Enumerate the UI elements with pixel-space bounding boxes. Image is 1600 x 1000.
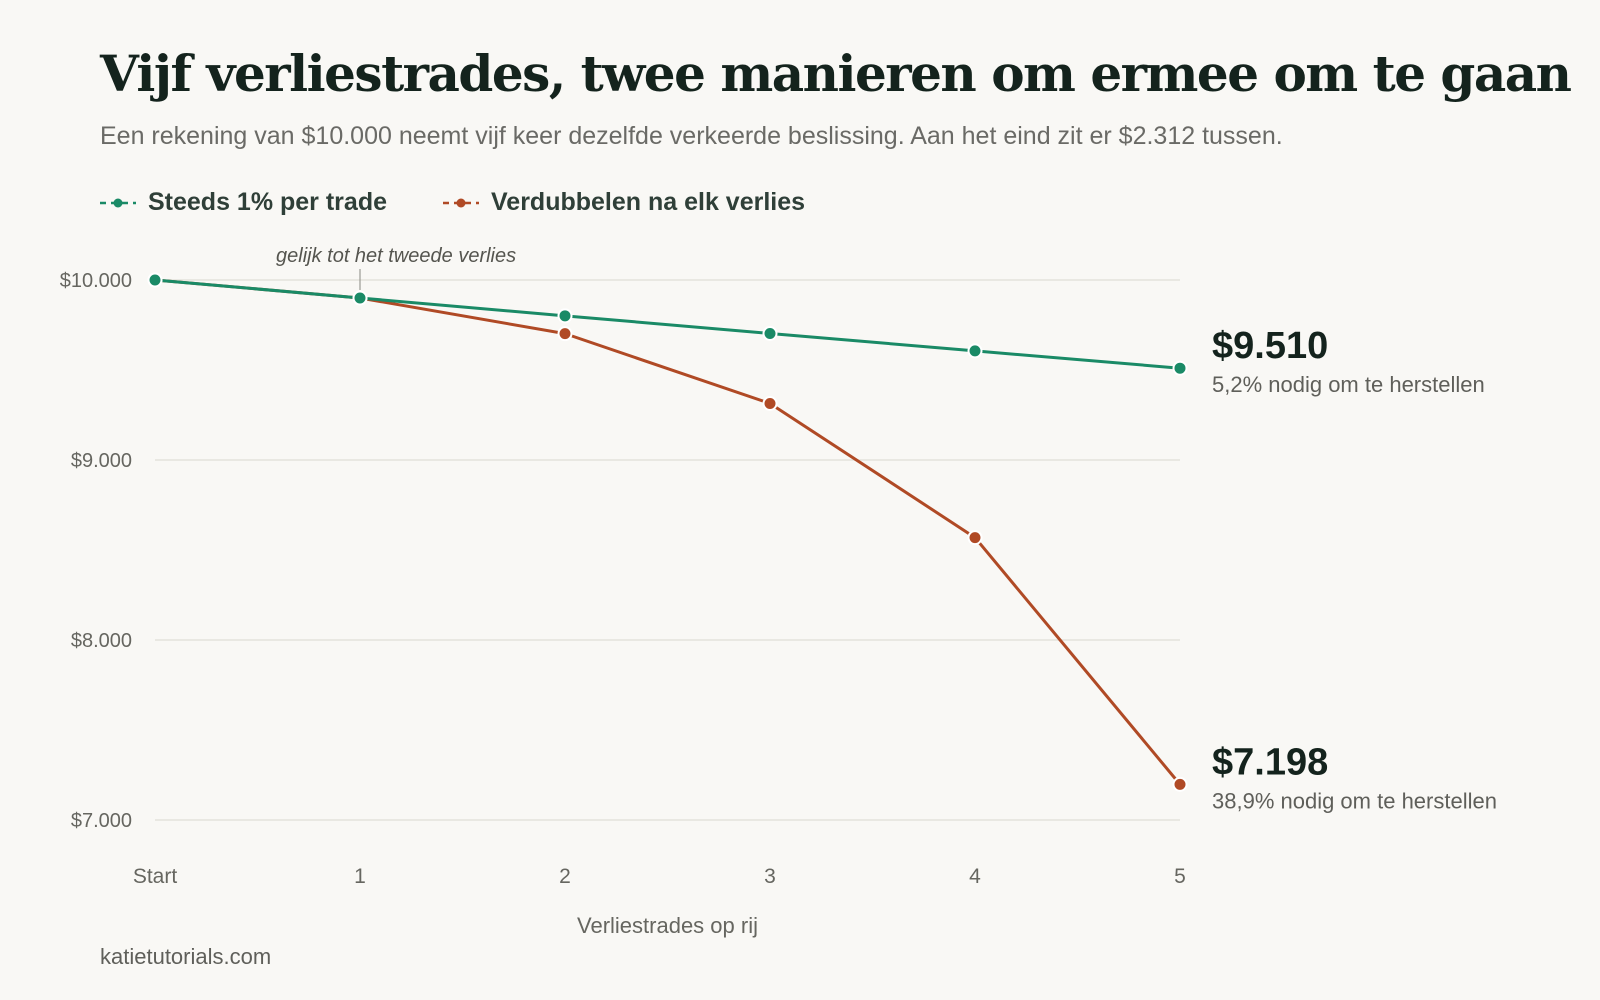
x-tick-label-1: 1 [354,865,366,888]
y-tick-label-2: $8.000 [71,630,132,652]
y-tick-label-1: $9.000 [71,450,132,472]
annotation-text: gelijk tot het tweede verlies [276,245,516,267]
data-point-steady-2 [557,308,573,324]
legend: Steeds 1% per trade Verdubbelen na elk v… [100,188,805,217]
data-point-steady-4 [967,343,983,359]
end-value-label-doubling: $7.198 [1212,741,1328,783]
chart-subtitle: Een rekening van $10.000 neemt vijf keer… [100,122,1283,150]
data-point-doubling-5 [1172,776,1188,792]
series-line-steady [153,278,1182,370]
source-credit: katietutorials.com [100,944,272,969]
data-point-doubling-3 [762,395,778,411]
legend-item-doubling: Verdubbelen na elk verlies [443,188,805,217]
data-point-doubling-4 [967,530,983,546]
x-tick-label-4: 4 [969,865,981,888]
x-tick-label-5: 5 [1174,865,1186,888]
y-tick-label-0: $10.000 [60,270,132,292]
x-axis-label: Verliestrades op rij [577,913,758,938]
data-point-steady-0 [147,272,163,288]
y-tick-label-3: $7.000 [71,810,132,832]
data-point-steady-1 [352,290,368,306]
end-value-label-steady: $9.510 [1212,325,1328,367]
legend-marker-doubling [443,198,479,207]
data-point-steady-5 [1172,360,1188,376]
x-tick-label-0: Start [133,865,178,888]
x-tick-label-3: 3 [764,865,776,888]
chart-title: Vijf verliestrades, twee manieren om erm… [100,44,1572,103]
legend-item-steady: Steeds 1% per trade [100,188,387,217]
x-tick-label-2: 2 [559,865,571,888]
data-point-doubling-2 [557,326,573,342]
data-point-steady-3 [762,325,778,341]
legend-label-doubling: Verdubbelen na elk verlies [491,188,806,216]
legend-marker-steady [100,198,136,207]
end-note-steady: 5,2% nodig om te herstellen [1212,372,1485,397]
end-note-doubling: 38,9% nodig om te herstellen [1212,788,1497,813]
legend-label-steady: Steeds 1% per trade [148,188,387,216]
